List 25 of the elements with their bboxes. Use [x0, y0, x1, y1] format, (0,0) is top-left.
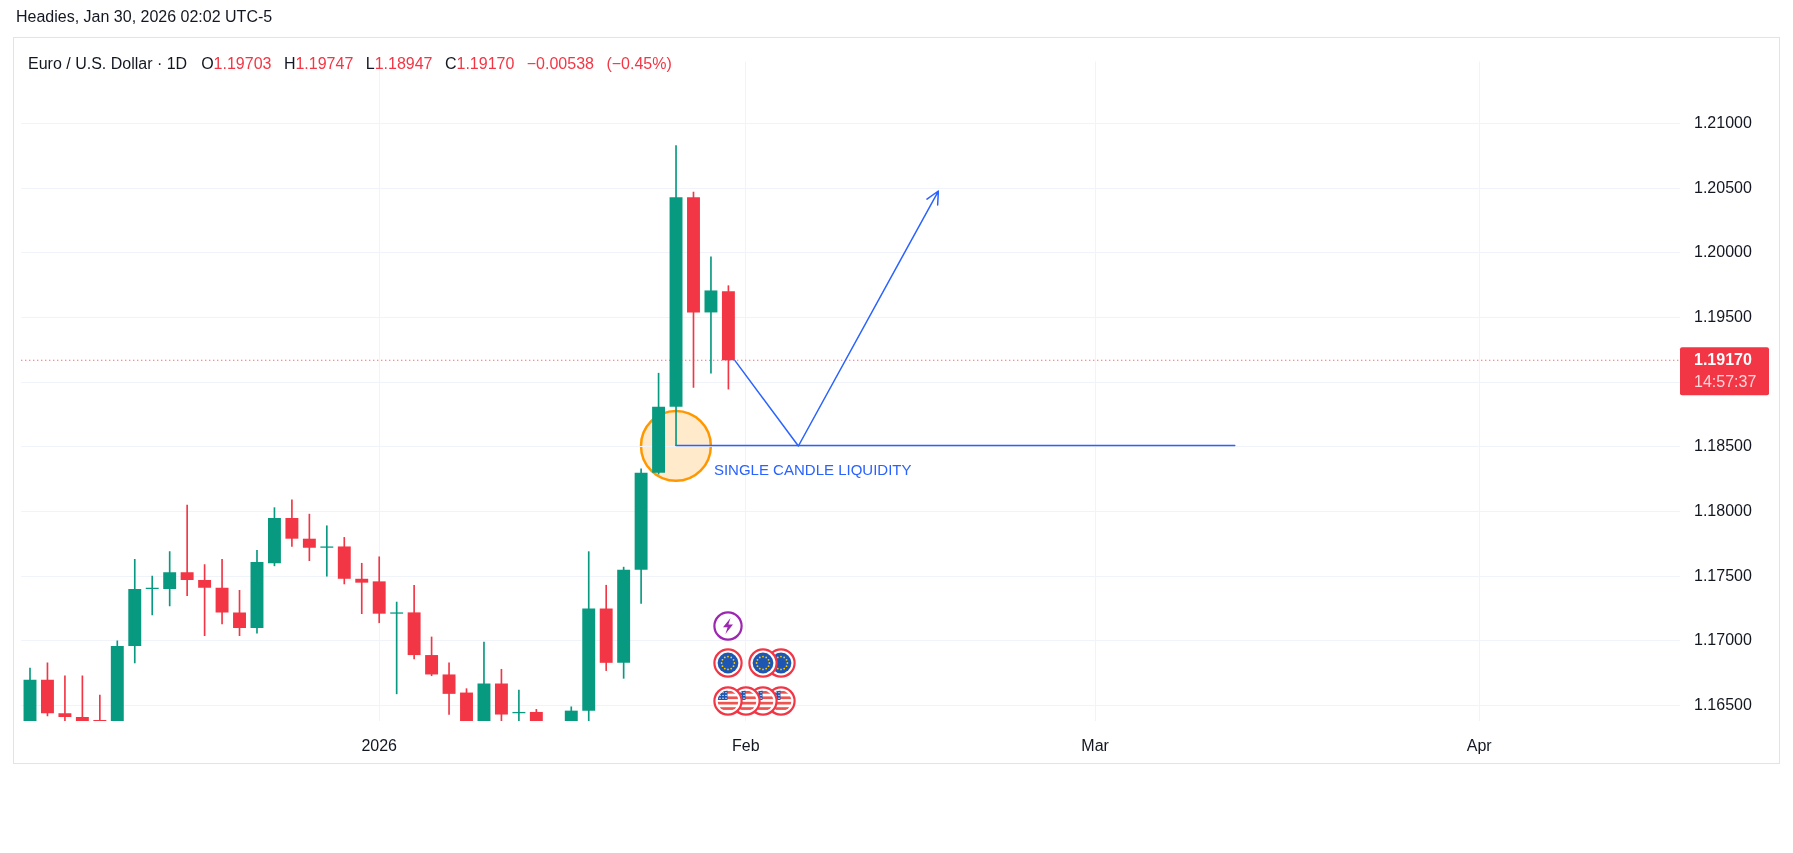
y-tick-label: 1.18500 — [1694, 437, 1752, 455]
annotation: SINGLE CANDLE LIQUIDITY — [713, 460, 912, 479]
y-tick-label: 1.17500 — [1694, 566, 1752, 584]
y-tick-label: 1.21000 — [1694, 114, 1752, 132]
x-tick-label: 2026 — [361, 737, 398, 755]
candlestick — [58, 675, 72, 721]
x-tick-label: Feb — [732, 737, 760, 755]
y-tick-label: 1.16500 — [1694, 695, 1752, 713]
candlestick — [93, 694, 107, 721]
candlestick — [704, 256, 718, 374]
x-tick-label: Mar — [1081, 737, 1110, 755]
chart-subtitle: O1.19703 H1.19747 L1.18947 C1.19170 −0.00538 (−0.45%) — [201, 55, 672, 72]
y-tick-label: 1.19500 — [1694, 308, 1752, 326]
text: 14:57:37 — [1694, 372, 1757, 390]
y-tick-label: 1.17000 — [1694, 631, 1752, 649]
text: Headies, Jan 30, 2026 02:02 UTC-5 — [16, 7, 273, 27]
x-tick-label: Apr — [1466, 737, 1493, 755]
candlestick — [180, 504, 194, 596]
y-tick-label: 1.20000 — [1694, 243, 1752, 261]
candlestick — [320, 525, 334, 577]
candlestick — [355, 562, 369, 615]
chart-title: Euro / U.S. Dollar · 1D — [28, 54, 188, 74]
y-tick-label: 1.20500 — [1694, 178, 1752, 196]
y-tick-label: 1.18000 — [1694, 501, 1752, 519]
ref-line-label: 1.19170 — [1694, 350, 1752, 368]
